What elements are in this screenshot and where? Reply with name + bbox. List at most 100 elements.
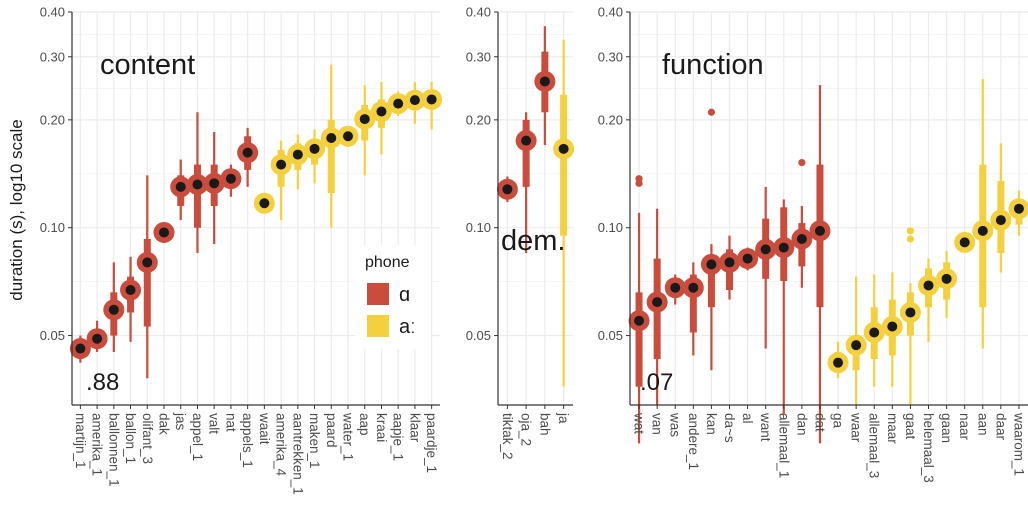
median-point bbox=[688, 282, 699, 293]
iqr-box bbox=[327, 119, 335, 193]
x-tick-label: maken_1 bbox=[307, 413, 322, 469]
median-point bbox=[92, 333, 103, 344]
x-tick-label: andere_1 bbox=[686, 413, 701, 470]
x-tick-label: maar bbox=[885, 413, 900, 444]
median-point bbox=[814, 225, 825, 236]
y-tick-label: 0.40 bbox=[40, 5, 65, 20]
median-point bbox=[292, 149, 303, 160]
median-point bbox=[175, 181, 186, 192]
x-tick-label: martijn_1 bbox=[73, 413, 88, 469]
x-tick-label: wat bbox=[632, 412, 647, 434]
x-tick-label: ballonnen_1 bbox=[106, 413, 121, 487]
y-tick-label: 0.05 bbox=[40, 328, 65, 343]
y-tick-label: 0.05 bbox=[598, 328, 623, 343]
y-tick-label: 0.30 bbox=[466, 49, 491, 64]
panel-annotation: .88 bbox=[86, 369, 119, 396]
median-point bbox=[502, 184, 513, 195]
median-point bbox=[259, 198, 270, 209]
median-point bbox=[343, 131, 353, 142]
y-tick-label: 0.10 bbox=[598, 220, 623, 235]
median-point bbox=[634, 315, 645, 326]
x-tick-label: tiktak_2 bbox=[500, 413, 515, 460]
iqr-box bbox=[143, 238, 151, 327]
median-point bbox=[977, 225, 988, 236]
x-tick-label: dan bbox=[794, 413, 809, 436]
x-tick-label: naar bbox=[957, 413, 972, 441]
x-tick-label: allemaal_3 bbox=[867, 413, 882, 478]
x-tick-label: klaar bbox=[407, 413, 422, 443]
x-tick-label: dat bbox=[812, 413, 827, 432]
median-point bbox=[409, 95, 420, 106]
x-tick-label: allemaal_1 bbox=[776, 413, 791, 478]
median-point bbox=[905, 307, 916, 318]
median-point bbox=[192, 179, 203, 190]
median-point bbox=[869, 327, 880, 338]
panel-label: function bbox=[662, 49, 764, 81]
y-tick-label: 0.20 bbox=[598, 112, 623, 127]
y-tick-label: 0.20 bbox=[466, 112, 491, 127]
x-tick-label: waait bbox=[257, 412, 272, 445]
panel-annotation: .07 bbox=[640, 369, 673, 396]
iqr-box bbox=[560, 94, 568, 236]
median-point bbox=[426, 94, 437, 105]
panel-1: 0.05 0.10 0.20 0.30 0.40 tiktak_2 oja_2 bah ja de… bbox=[466, 5, 575, 460]
outlier-point bbox=[798, 158, 806, 167]
iqr-box bbox=[707, 254, 715, 308]
x-tick-label: amerika_4 bbox=[274, 413, 289, 477]
panel-background bbox=[630, 12, 1028, 405]
median-point bbox=[923, 280, 934, 291]
median-point bbox=[521, 135, 532, 146]
iqr-box bbox=[689, 274, 697, 333]
x-tick-label: gaat bbox=[903, 413, 918, 440]
median-point bbox=[393, 98, 404, 109]
y-tick-label: 0.30 bbox=[598, 49, 623, 64]
median-point bbox=[75, 343, 86, 354]
x-tick-label: dak bbox=[157, 413, 172, 435]
x-tick-label: amerika_1 bbox=[90, 413, 105, 476]
x-tick-label: kraai bbox=[374, 413, 389, 442]
median-point bbox=[851, 340, 862, 351]
y-tick-label: 0.05 bbox=[466, 328, 491, 343]
median-point bbox=[724, 257, 735, 268]
median-point bbox=[558, 143, 569, 154]
median-point bbox=[326, 132, 337, 143]
legend-title: phone bbox=[365, 254, 410, 271]
y-tick-label: 0.10 bbox=[40, 220, 65, 235]
legend-label-a-long: aː bbox=[399, 316, 416, 338]
median-point bbox=[309, 143, 320, 154]
x-tick-label: aap bbox=[357, 413, 372, 436]
x-tick-label: helemaal_3 bbox=[921, 413, 936, 483]
panel-label: content bbox=[100, 49, 195, 81]
x-tick-label: nat bbox=[223, 413, 238, 432]
x-tick-label: aan bbox=[975, 413, 990, 436]
y-axis-title: duration (s), log10 scale bbox=[7, 119, 26, 300]
median-point bbox=[706, 259, 717, 270]
x-tick-label: bah bbox=[537, 413, 552, 436]
y-tick-label: 0.40 bbox=[466, 5, 491, 20]
median-point bbox=[652, 297, 663, 308]
x-tick-label: was bbox=[668, 412, 683, 437]
median-point bbox=[142, 257, 153, 268]
median-point bbox=[125, 285, 136, 296]
median-point bbox=[796, 233, 807, 244]
x-tick-label: appels_1 bbox=[240, 413, 255, 468]
median-point bbox=[539, 76, 550, 87]
median-point bbox=[833, 357, 844, 368]
x-tick-label: van bbox=[650, 413, 665, 435]
median-point bbox=[225, 173, 236, 184]
median-point bbox=[887, 321, 898, 332]
x-tick-label: kan bbox=[704, 413, 719, 435]
x-tick-label: daar bbox=[993, 413, 1008, 441]
panel-label: dem. bbox=[501, 225, 565, 257]
y-tick-label: 0.10 bbox=[466, 220, 491, 235]
x-tick-label: appel_1 bbox=[190, 413, 205, 461]
y-tick-label: 0.30 bbox=[40, 49, 65, 64]
x-tick-label: ga bbox=[831, 413, 846, 429]
x-tick-label: paard bbox=[324, 413, 339, 448]
median-point bbox=[778, 242, 789, 253]
median-point bbox=[376, 106, 387, 117]
x-tick-label: da~s bbox=[722, 413, 737, 443]
legend-key-a-long bbox=[367, 315, 389, 337]
